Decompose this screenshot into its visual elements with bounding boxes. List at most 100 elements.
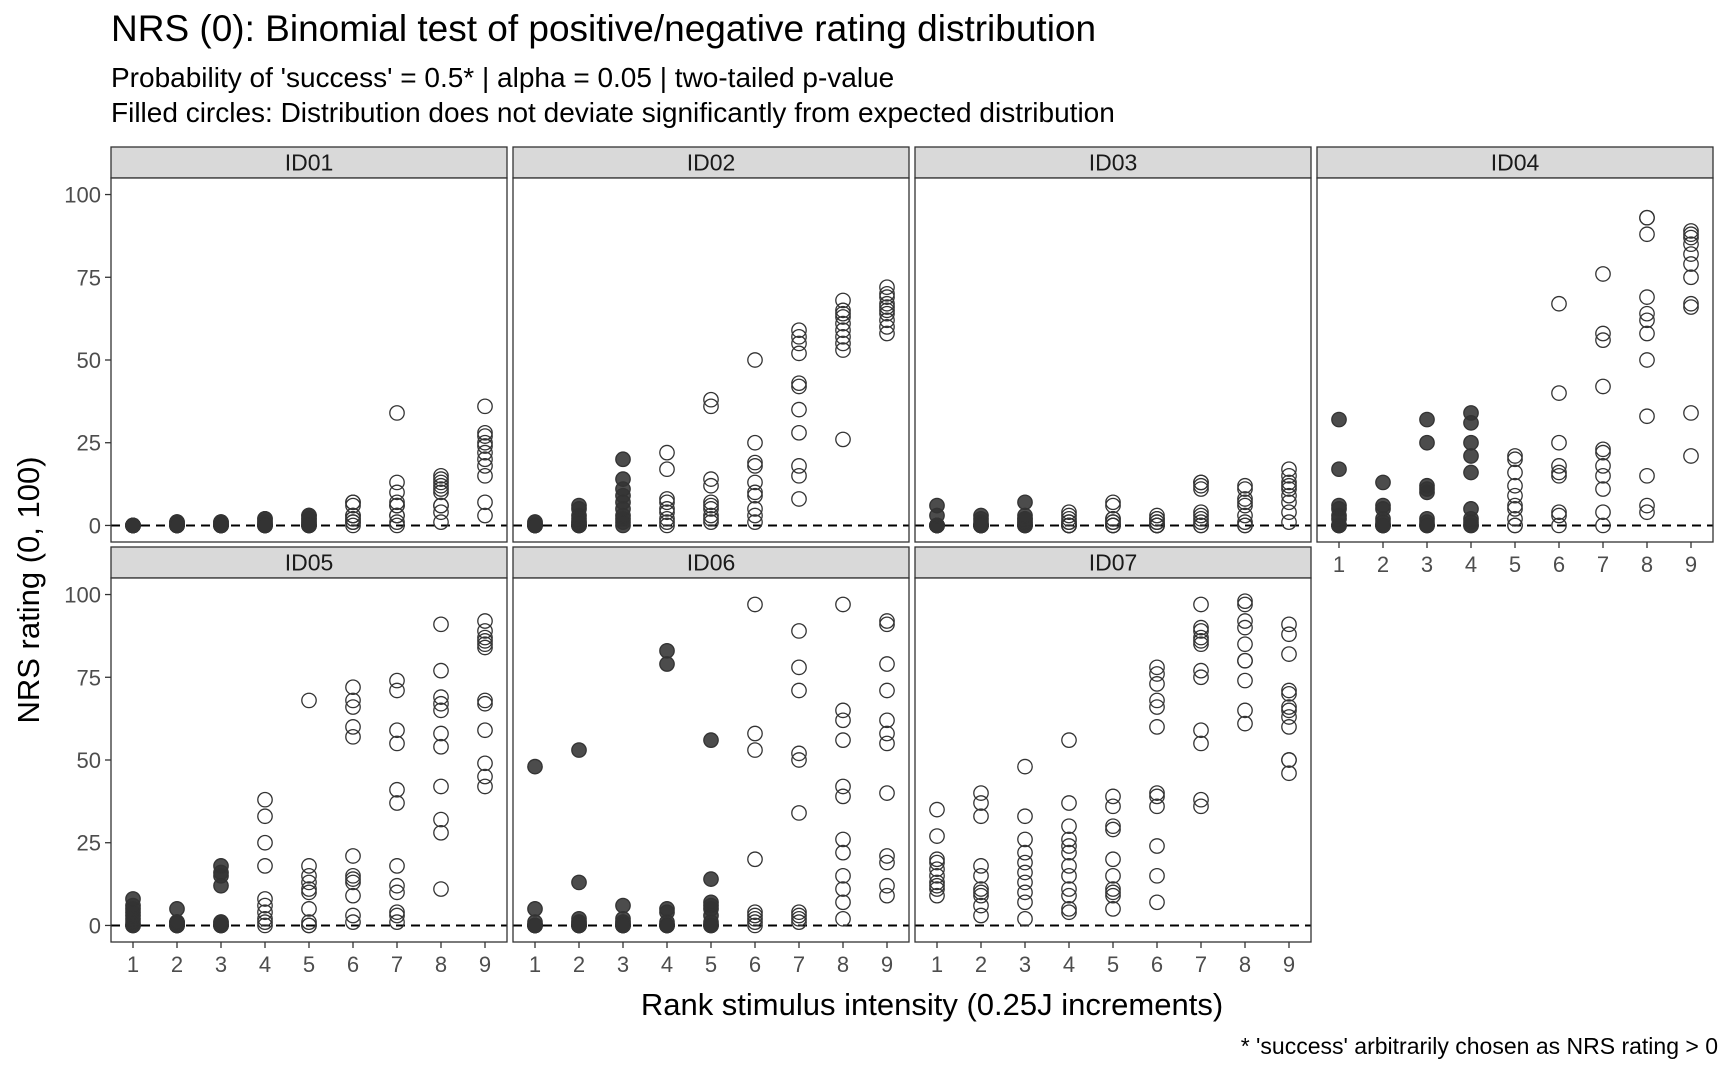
data-point bbox=[301, 914, 317, 930]
data-point bbox=[477, 398, 493, 415]
data-point bbox=[477, 636, 493, 653]
data-point bbox=[213, 517, 229, 534]
data-point bbox=[747, 742, 763, 758]
x-tick-label: 5 bbox=[1509, 552, 1521, 577]
data-point bbox=[345, 494, 361, 511]
data-point bbox=[879, 712, 895, 729]
x-tick-label: 3 bbox=[617, 952, 629, 977]
data-point bbox=[1463, 434, 1479, 451]
data-point bbox=[879, 887, 895, 904]
data-point bbox=[1551, 504, 1567, 521]
data-point bbox=[973, 867, 989, 884]
data-point bbox=[1683, 256, 1699, 272]
data-point bbox=[791, 458, 807, 474]
data-point bbox=[1149, 838, 1165, 854]
data-point bbox=[301, 917, 317, 934]
data-point bbox=[1595, 332, 1611, 348]
x-tick-label: 4 bbox=[661, 952, 673, 977]
data-point bbox=[345, 692, 361, 709]
data-point bbox=[1061, 831, 1077, 848]
data-point bbox=[791, 491, 807, 507]
data-point bbox=[1551, 434, 1567, 451]
data-point bbox=[433, 467, 449, 484]
y-tick-label: 75 bbox=[77, 665, 101, 690]
data-point bbox=[1595, 444, 1611, 461]
data-point bbox=[1237, 491, 1253, 507]
data-point bbox=[879, 877, 895, 894]
x-tick-label: 1 bbox=[127, 952, 139, 977]
y-tick-label: 0 bbox=[89, 913, 101, 938]
data-point bbox=[1061, 504, 1077, 521]
data-point bbox=[1105, 510, 1121, 527]
data-point bbox=[1683, 269, 1699, 286]
data-point bbox=[477, 507, 493, 524]
data-point bbox=[1683, 226, 1699, 243]
data-point bbox=[703, 510, 719, 527]
data-point bbox=[703, 894, 719, 911]
data-point bbox=[301, 874, 317, 891]
x-tick-label: 6 bbox=[749, 952, 761, 977]
data-point bbox=[389, 904, 405, 921]
data-point bbox=[1419, 411, 1435, 428]
data-point bbox=[1105, 788, 1121, 805]
data-point bbox=[835, 292, 851, 309]
data-point bbox=[477, 778, 493, 795]
data-point bbox=[1193, 791, 1209, 808]
data-point bbox=[433, 477, 449, 494]
data-point bbox=[1061, 818, 1077, 835]
data-point bbox=[747, 454, 763, 471]
data-point bbox=[1507, 487, 1523, 504]
x-tick-label: 2 bbox=[171, 952, 183, 977]
x-tick-label: 7 bbox=[1195, 952, 1207, 977]
data-point bbox=[929, 877, 945, 894]
data-point bbox=[1683, 405, 1699, 421]
data-point bbox=[477, 428, 493, 444]
data-point bbox=[345, 517, 361, 534]
data-point bbox=[659, 444, 675, 461]
data-point bbox=[1507, 448, 1523, 464]
data-point bbox=[929, 854, 945, 871]
data-point bbox=[835, 328, 851, 345]
data-point bbox=[389, 474, 405, 491]
data-point bbox=[1281, 709, 1297, 725]
data-point bbox=[477, 458, 493, 474]
data-point bbox=[527, 917, 543, 934]
data-point bbox=[1149, 788, 1165, 805]
data-point bbox=[1193, 477, 1209, 494]
x-tick-label: 2 bbox=[975, 952, 987, 977]
data-point bbox=[1105, 884, 1121, 901]
data-point bbox=[1375, 474, 1391, 491]
data-point bbox=[879, 319, 895, 335]
data-point bbox=[879, 289, 895, 305]
x-tick-label: 1 bbox=[1333, 552, 1345, 577]
data-point bbox=[1061, 901, 1077, 917]
data-point bbox=[389, 682, 405, 699]
data-point bbox=[747, 514, 763, 530]
data-point bbox=[1149, 692, 1165, 709]
data-point bbox=[1017, 864, 1033, 881]
data-point bbox=[703, 391, 719, 408]
data-point bbox=[1193, 798, 1209, 815]
data-point bbox=[1105, 514, 1121, 530]
data-point bbox=[1595, 467, 1611, 484]
data-point bbox=[1193, 669, 1209, 686]
x-axis-label: Rank stimulus intensity (0.25J increment… bbox=[0, 987, 1728, 1023]
data-point bbox=[1595, 504, 1611, 521]
x-tick-label: 9 bbox=[1685, 552, 1697, 577]
data-point bbox=[527, 517, 543, 534]
y-tick-label: 25 bbox=[77, 831, 101, 856]
data-point bbox=[433, 778, 449, 795]
data-point bbox=[1331, 461, 1347, 478]
data-point bbox=[1595, 266, 1611, 282]
x-tick-label: 7 bbox=[793, 952, 805, 977]
x-tick-label: 2 bbox=[573, 952, 585, 977]
data-point bbox=[1595, 325, 1611, 342]
data-point bbox=[835, 831, 851, 848]
data-point bbox=[747, 596, 763, 613]
data-point bbox=[791, 424, 807, 441]
data-point bbox=[973, 897, 989, 914]
data-point bbox=[835, 335, 851, 352]
data-point bbox=[1281, 719, 1297, 735]
data-point bbox=[747, 458, 763, 474]
chart-subtitle-line-2: Filled circles: Distribution does not de… bbox=[111, 97, 1115, 128]
